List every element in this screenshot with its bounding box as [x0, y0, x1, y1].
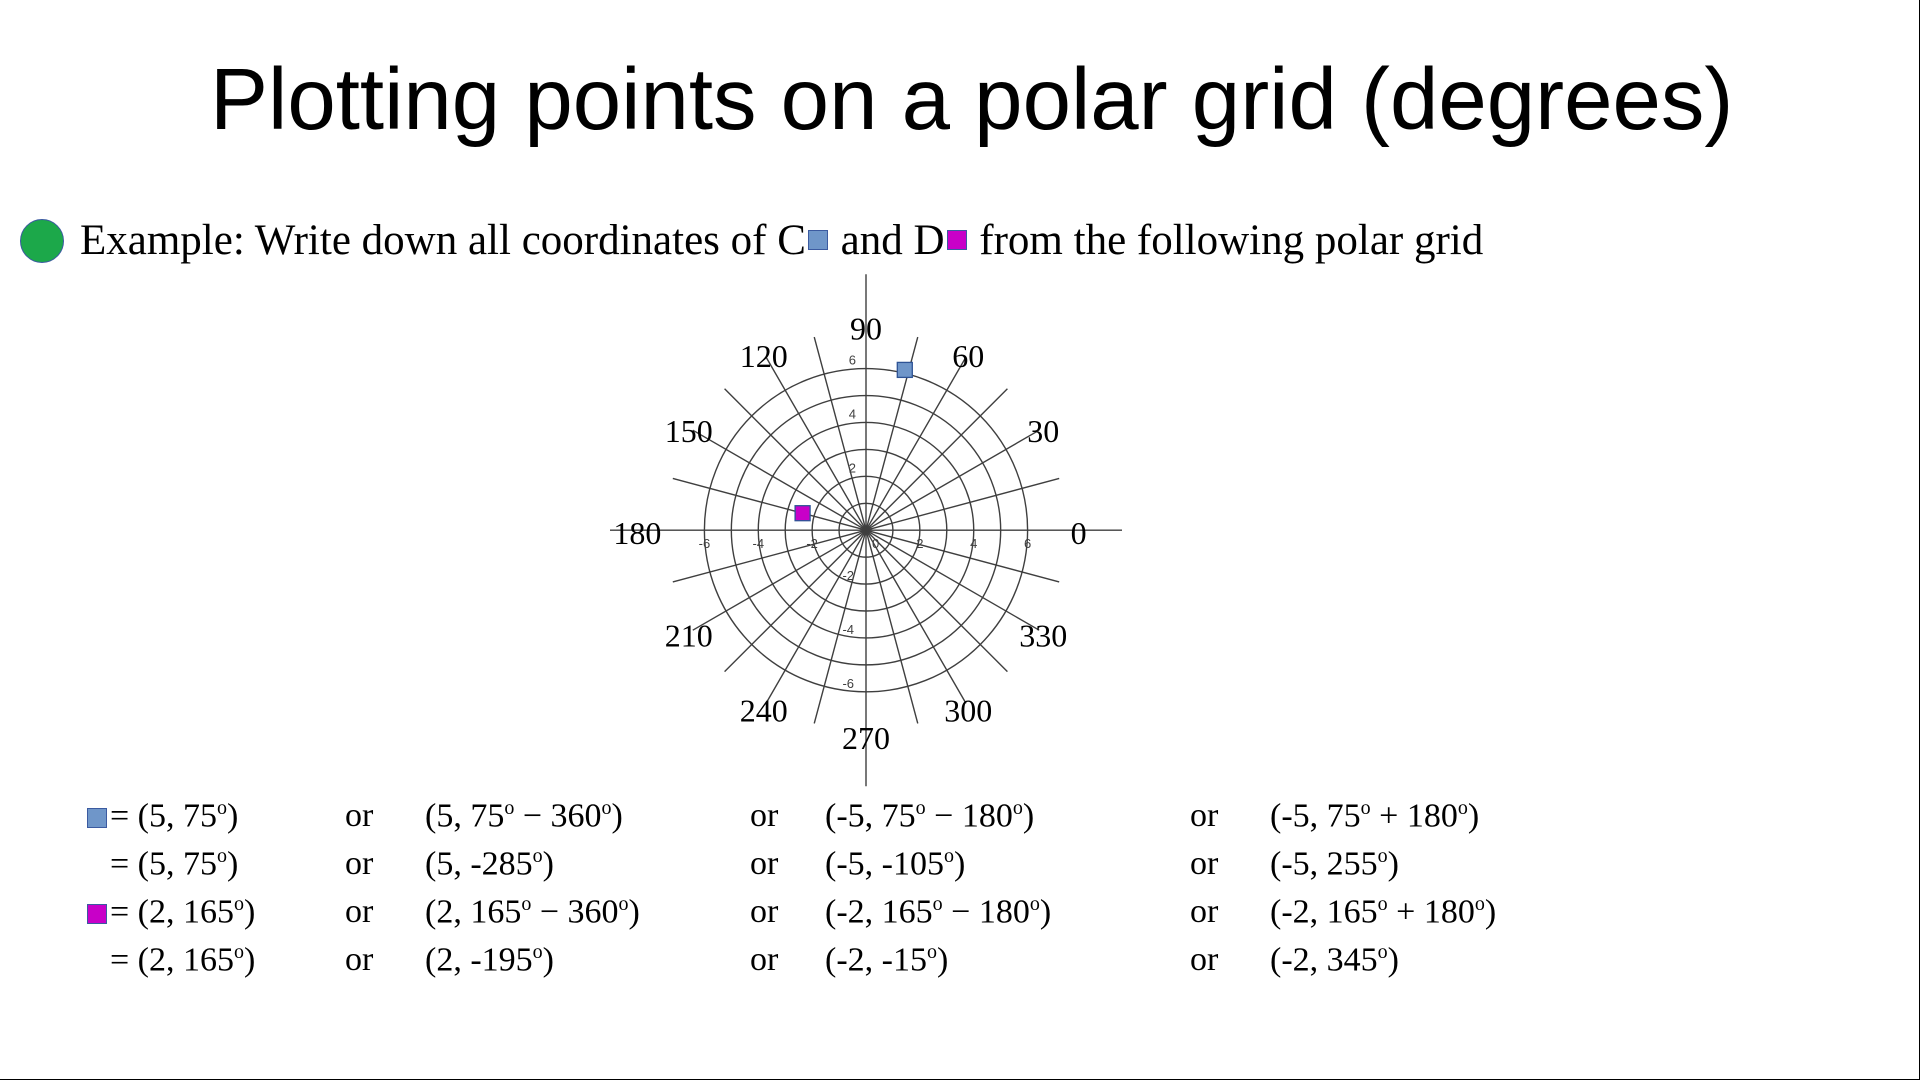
svg-text:4: 4 — [970, 536, 977, 551]
svg-text:2: 2 — [849, 460, 856, 475]
svg-text:6: 6 — [849, 353, 856, 368]
svg-text:30: 30 — [1027, 413, 1059, 449]
svg-text:-6: -6 — [842, 676, 854, 691]
svg-text:0: 0 — [1071, 515, 1087, 551]
svg-text:180: 180 — [613, 515, 661, 551]
svg-text:270: 270 — [842, 720, 890, 756]
svg-text:-2: -2 — [806, 536, 818, 551]
svg-text:2: 2 — [916, 536, 923, 551]
svg-text:60: 60 — [952, 338, 984, 374]
svg-text:300: 300 — [944, 692, 992, 728]
svg-text:240: 240 — [740, 692, 788, 728]
svg-text:210: 210 — [665, 618, 713, 654]
svg-text:-4: -4 — [753, 536, 765, 551]
svg-text:6: 6 — [1024, 536, 1031, 551]
svg-text:0: 0 — [872, 536, 879, 551]
svg-text:-6: -6 — [699, 536, 711, 551]
svg-text:4: 4 — [849, 407, 856, 422]
svg-text:150: 150 — [665, 413, 713, 449]
svg-text:-4: -4 — [842, 622, 854, 637]
svg-text:330: 330 — [1019, 618, 1067, 654]
svg-text:-2: -2 — [842, 568, 854, 583]
svg-text:90: 90 — [850, 311, 882, 347]
svg-text:120: 120 — [740, 338, 788, 374]
